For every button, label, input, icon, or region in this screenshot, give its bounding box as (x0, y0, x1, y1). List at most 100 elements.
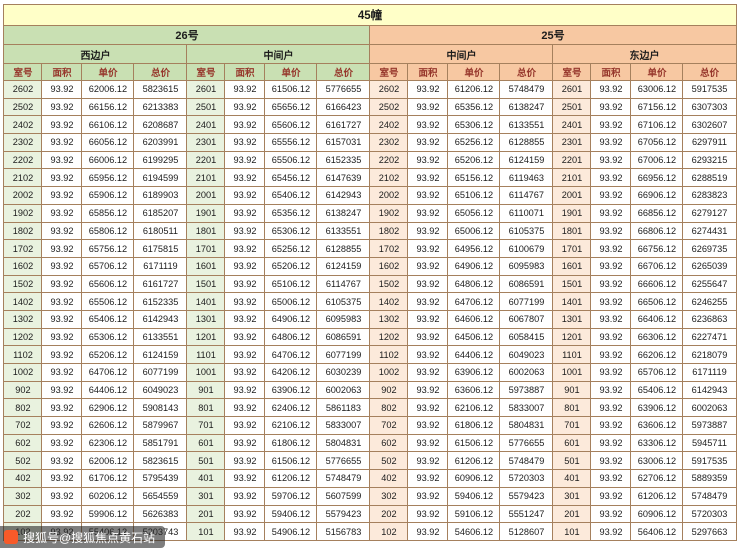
unit-price-cell: 59406.12 (264, 504, 318, 524)
unit-price-cell: 64606.12 (447, 309, 501, 329)
table-row: 1602 93.92 65706.12 6171119 1601 93.92 65206.1… (3, 256, 737, 276)
area-cell: 93.92 (41, 80, 83, 99)
room-cell: 2201 (552, 150, 592, 170)
total-price-cell: 6297911 (682, 133, 737, 152)
col-header-unit-price: 单价 (447, 63, 501, 81)
area-cell: 93.92 (590, 363, 632, 382)
total-price-cell: 5889359 (682, 469, 737, 488)
total-price-cell: 6100679 (499, 239, 554, 258)
total-price-cell: 5297663 (682, 522, 737, 541)
unit-price-cell: 61206.12 (630, 486, 684, 506)
unit-price-cell: 63306.12 (630, 433, 684, 453)
room-cell: 1202 (369, 327, 409, 347)
area-cell: 93.92 (224, 97, 266, 117)
room-cell: 1302 (3, 309, 43, 329)
col-header-room: 室号 (3, 63, 43, 81)
area-cell: 93.92 (224, 451, 266, 471)
room-cell: 501 (552, 451, 592, 471)
total-price-cell: 6175815 (133, 239, 188, 258)
total-price-cell: 6002063 (316, 380, 371, 400)
unit-price-cell: 66906.12 (630, 186, 684, 205)
area-cell: 93.92 (407, 133, 449, 152)
room-cell: 1102 (3, 345, 43, 364)
unit-price-cell: 66406.12 (630, 309, 684, 329)
total-price-cell: 6218079 (682, 345, 737, 364)
total-price-cell: 6157031 (316, 133, 371, 152)
total-price-cell: 5776655 (499, 433, 554, 453)
unit-price-cell: 66206.12 (630, 345, 684, 364)
table-row: 802 93.92 62906.12 5908143 801 93.92 62406.12 5… (3, 398, 737, 418)
total-price-cell: 6171119 (682, 363, 737, 382)
total-price-cell: 6133551 (499, 115, 554, 135)
area-cell: 93.92 (224, 469, 266, 488)
total-price-cell: 5917535 (682, 80, 737, 99)
unit-price-cell: 64956.12 (447, 239, 501, 258)
total-price-cell: 5720303 (499, 469, 554, 488)
area-cell: 93.92 (224, 327, 266, 347)
room-cell: 1002 (369, 363, 409, 382)
unit-price-cell: 62906.12 (81, 398, 135, 418)
total-price-cell: 5823615 (133, 80, 188, 99)
unit-price-cell: 64706.12 (447, 292, 501, 311)
area-cell: 93.92 (41, 398, 83, 418)
area-cell: 93.92 (224, 398, 266, 418)
area-cell: 93.92 (41, 168, 83, 188)
room-cell: 801 (552, 398, 592, 418)
unit-price-cell: 66706.12 (630, 256, 684, 276)
room-cell: 1501 (552, 274, 592, 294)
room-cell: 602 (369, 433, 409, 453)
total-price-cell: 6265039 (682, 256, 737, 276)
total-price-cell: 5861183 (316, 398, 371, 418)
unit-price-cell: 65956.12 (81, 168, 135, 188)
area-cell: 93.92 (407, 309, 449, 329)
area-cell: 93.92 (224, 433, 266, 453)
total-price-cell: 5748479 (316, 469, 371, 488)
area-cell: 93.92 (224, 309, 266, 329)
room-cell: 1701 (552, 239, 592, 258)
total-price-cell: 5128607 (499, 522, 554, 541)
unit-price-cell: 66006.12 (81, 150, 135, 170)
area-cell: 93.92 (590, 345, 632, 364)
unit-price-cell: 64906.12 (447, 256, 501, 276)
unit-price-cell: 65156.12 (447, 168, 501, 188)
area-cell: 93.92 (224, 363, 266, 382)
total-price-cell: 6124159 (133, 345, 188, 364)
total-price-cell: 6161727 (316, 115, 371, 135)
area-cell: 93.92 (407, 186, 449, 205)
table-row: 1902 93.92 65856.12 6185207 1901 93.92 65356.1… (3, 203, 737, 223)
area-cell: 93.92 (590, 416, 632, 435)
room-cell: 902 (3, 380, 43, 400)
total-price-cell: 6077199 (316, 345, 371, 364)
room-cell: 202 (3, 504, 43, 524)
table-row: 2502 93.92 66156.12 6213383 2501 93.92 65656.1… (3, 97, 737, 117)
total-price-cell: 5626383 (133, 504, 188, 524)
room-cell: 2302 (369, 133, 409, 152)
room-cell: 2202 (369, 150, 409, 170)
room-cell: 901 (552, 380, 592, 400)
room-cell: 2301 (186, 133, 226, 152)
total-price-cell: 5795439 (133, 469, 188, 488)
area-cell: 93.92 (407, 363, 449, 382)
room-cell: 701 (552, 416, 592, 435)
unit-price-cell: 65306.12 (81, 327, 135, 347)
unit-price-cell: 65806.12 (81, 221, 135, 241)
total-price-cell: 6133551 (316, 221, 371, 241)
area-cell: 93.92 (407, 239, 449, 258)
unit-price-cell: 66806.12 (630, 221, 684, 241)
total-price-cell: 6077199 (133, 363, 188, 382)
room-cell: 1801 (186, 221, 226, 241)
room-cell: 1101 (552, 345, 592, 364)
unit-price-cell: 64906.12 (264, 309, 318, 329)
total-price-cell: 5945711 (682, 433, 737, 453)
unit-price-cell: 64406.12 (81, 380, 135, 400)
unit-price-cell: 61706.12 (81, 469, 135, 488)
unit-price-cell: 65006.12 (447, 221, 501, 241)
area-cell: 93.92 (224, 239, 266, 258)
unit-price-cell: 61206.12 (264, 469, 318, 488)
area-cell: 93.92 (41, 239, 83, 258)
area-cell: 93.92 (407, 380, 449, 400)
unit-middle-26-header: 中间户 (186, 44, 371, 64)
total-price-cell: 6274431 (682, 221, 737, 241)
total-price-cell: 6124159 (316, 256, 371, 276)
area-cell: 93.92 (41, 486, 83, 506)
